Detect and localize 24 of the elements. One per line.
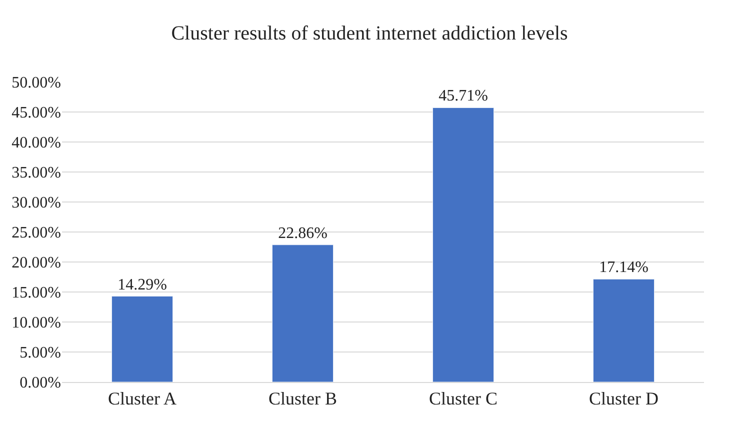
y-tick-label: 45.00% — [12, 104, 61, 122]
data-label: 45.71% — [438, 88, 488, 105]
bar — [272, 244, 334, 382]
x-tick-label: Cluster B — [268, 388, 338, 409]
data-label: 14.29% — [118, 276, 167, 294]
y-tick-label: 25.00% — [12, 224, 61, 242]
y-tick-label: 10.00% — [12, 314, 61, 332]
y-tick-label: 40.00% — [12, 134, 61, 152]
y-tick-label: 20.00% — [12, 254, 61, 272]
x-tick-label: Cluster A — [108, 388, 177, 409]
y-tick-label: 50.00% — [12, 74, 61, 92]
x-tick-label: Cluster C — [428, 388, 498, 409]
bar — [432, 107, 494, 382]
bar — [112, 296, 173, 382]
y-tick-label: 30.00% — [12, 194, 61, 212]
y-tick-label: 15.00% — [12, 284, 61, 302]
y-tick-label: 5.00% — [20, 344, 61, 362]
x-tick-label: Cluster D — [589, 388, 658, 409]
data-label: 22.86% — [278, 224, 328, 242]
chart-title: Cluster results of student internet addiction levels — [171, 22, 568, 45]
y-tick-label: 35.00% — [12, 164, 61, 182]
bar — [593, 278, 654, 382]
data-label: 17.14% — [599, 259, 648, 276]
y-tick-label: 0.00% — [20, 374, 61, 392]
